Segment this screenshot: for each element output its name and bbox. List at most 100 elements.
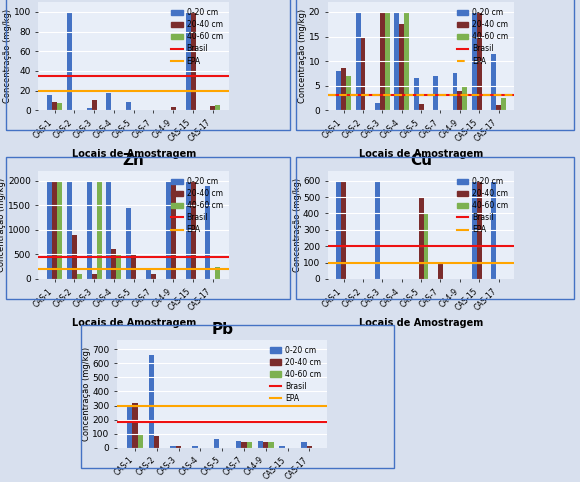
Bar (117, 254, 121, 279)
Bar (472, 12, 477, 110)
Bar (47, 181, 52, 279)
Bar (127, 407, 132, 448)
Bar (258, 441, 263, 448)
Bar (192, 446, 198, 448)
Bar (186, 12, 191, 110)
Bar (423, 214, 429, 279)
Bar (491, 54, 496, 110)
Bar (501, 98, 506, 110)
Bar (131, 254, 136, 279)
Bar (496, 106, 501, 110)
Bar (52, 181, 57, 279)
X-axis label: Locais de Amostragem: Locais de Amostragem (71, 149, 196, 160)
Bar (211, 107, 215, 110)
Bar (148, 355, 154, 448)
Bar (86, 181, 92, 279)
Y-axis label: Concentração (mg/kg): Concentração (mg/kg) (292, 178, 302, 272)
Bar (186, 181, 191, 279)
Bar (67, 181, 72, 279)
Bar (215, 267, 220, 279)
Bar (166, 181, 171, 279)
Bar (171, 181, 176, 279)
Bar (336, 71, 341, 110)
Bar (462, 86, 467, 110)
Bar (47, 95, 52, 110)
Title: Zn: Zn (123, 153, 144, 168)
Bar (341, 68, 346, 110)
Bar (356, 12, 361, 110)
Legend: 0-20 cm, 20-40 cm, 40-60 cm, Brasil, EPA: 0-20 cm, 20-40 cm, 40-60 cm, Brasil, EPA (267, 343, 323, 405)
Bar (57, 181, 62, 279)
Bar (97, 181, 101, 279)
Bar (380, 12, 385, 110)
Bar (92, 274, 97, 279)
Bar (77, 274, 82, 279)
Y-axis label: Concentração (mg/kg): Concentração (mg/kg) (3, 9, 12, 103)
Bar (137, 434, 143, 448)
Y-axis label: Concentração (mg/kg): Concentração (mg/kg) (298, 9, 307, 103)
Bar (419, 104, 423, 110)
Bar (385, 12, 390, 110)
Bar (346, 76, 351, 110)
Bar (52, 102, 57, 110)
Bar (477, 12, 481, 110)
Legend: 0-20 cm, 20-40 cm, 40-60 cm, Brasil, EPA: 0-20 cm, 20-40 cm, 40-60 cm, Brasil, EPA (455, 6, 510, 68)
Bar (205, 186, 211, 279)
Bar (375, 103, 380, 110)
Bar (419, 197, 423, 279)
Bar (72, 235, 77, 279)
Bar (171, 107, 176, 110)
Bar (176, 446, 182, 448)
Bar (214, 439, 219, 448)
Bar (433, 76, 438, 110)
Bar (404, 12, 409, 110)
Bar (246, 442, 252, 448)
Bar (491, 181, 496, 279)
Title: Pb: Pb (211, 322, 233, 337)
Bar (361, 37, 365, 110)
Bar (154, 436, 160, 448)
Bar (452, 73, 458, 110)
Bar (235, 441, 241, 448)
Bar (438, 263, 443, 279)
Bar (263, 442, 269, 448)
Bar (57, 103, 62, 110)
Bar (132, 403, 137, 448)
Bar (301, 442, 307, 448)
Bar (126, 102, 131, 110)
Bar (341, 181, 346, 279)
Bar (477, 181, 481, 279)
Bar (414, 78, 419, 110)
Bar (472, 181, 477, 279)
Bar (92, 100, 97, 110)
Bar (241, 442, 246, 448)
Bar (191, 181, 195, 279)
Bar (215, 106, 220, 110)
X-axis label: Locais de Amostragem: Locais de Amostragem (71, 318, 196, 328)
Bar (107, 181, 111, 279)
Bar (146, 269, 151, 279)
Bar (269, 442, 274, 448)
Bar (458, 91, 462, 110)
Bar (336, 181, 341, 279)
Legend: 0-20 cm, 20-40 cm, 40-60 cm, Brasil, EPA: 0-20 cm, 20-40 cm, 40-60 cm, Brasil, EPA (455, 174, 510, 237)
Bar (126, 208, 131, 279)
Y-axis label: Concentração (mg/kg): Concentração (mg/kg) (0, 178, 6, 272)
Bar (86, 108, 92, 110)
Bar (151, 274, 156, 279)
Bar (280, 446, 285, 448)
X-axis label: Locais de Amostragem: Locais de Amostragem (359, 318, 483, 328)
Bar (171, 446, 176, 448)
Bar (191, 12, 195, 110)
Bar (375, 181, 380, 279)
Bar (67, 12, 72, 110)
Bar (394, 12, 399, 110)
Y-axis label: Concentração (mg/kg): Concentração (mg/kg) (82, 347, 91, 441)
Legend: 0-20 cm, 20-40 cm, 40-60 cm, Brasil, EPA: 0-20 cm, 20-40 cm, 40-60 cm, Brasil, EPA (169, 174, 225, 237)
Bar (107, 93, 111, 110)
Bar (111, 250, 117, 279)
Bar (307, 446, 312, 448)
X-axis label: Locais de Amostragem: Locais de Amostragem (359, 149, 483, 160)
Legend: 0-20 cm, 20-40 cm, 40-60 cm, Brasil, EPA: 0-20 cm, 20-40 cm, 40-60 cm, Brasil, EPA (169, 6, 225, 68)
Bar (399, 24, 404, 110)
